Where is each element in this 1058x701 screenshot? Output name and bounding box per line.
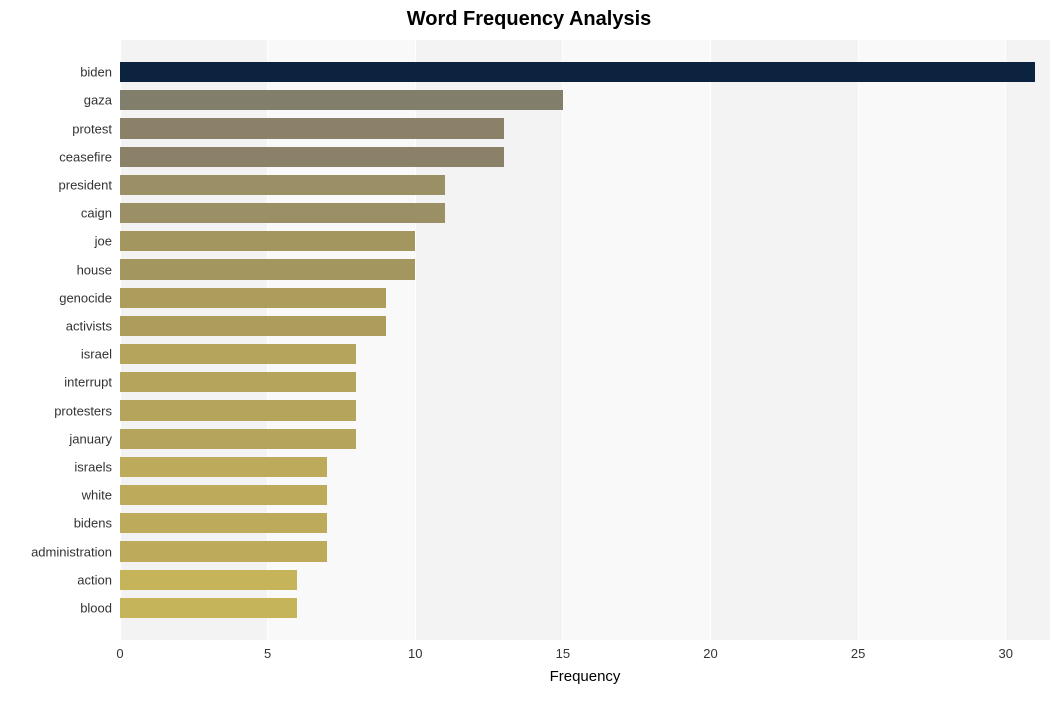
bar (120, 570, 297, 590)
ytick-label: biden (80, 65, 120, 80)
ytick-label: joe (95, 234, 120, 249)
grid-band (563, 40, 711, 640)
grid-band (1006, 40, 1050, 640)
ytick-label: activists (66, 318, 120, 333)
ytick-label: house (77, 262, 120, 277)
bar (120, 259, 415, 279)
chart-title: Word Frequency Analysis (0, 8, 1058, 31)
ytick-label: genocide (59, 290, 120, 305)
xtick-label: 5 (264, 646, 271, 661)
xtick-label: 0 (116, 646, 123, 661)
ytick-label: white (82, 488, 120, 503)
bar (120, 598, 297, 618)
ytick-label: president (59, 177, 120, 192)
chart-container: Word Frequency Analysis bidengazaprotest… (0, 0, 1058, 701)
plot-area: bidengazaprotestceasefirepresidentcaignj… (120, 40, 1050, 640)
bar (120, 147, 504, 167)
bar (120, 316, 386, 336)
ytick-label: israels (74, 459, 120, 474)
ytick-label: interrupt (64, 375, 120, 390)
xtick-label: 10 (408, 646, 422, 661)
gridline (1005, 40, 1006, 640)
bar (120, 344, 356, 364)
ytick-label: gaza (84, 93, 120, 108)
bar (120, 62, 1035, 82)
bar (120, 372, 356, 392)
ytick-label: protest (72, 121, 120, 136)
grid-band (858, 40, 1006, 640)
ytick-label: administration (31, 544, 120, 559)
gridline (710, 40, 711, 640)
gridline (858, 40, 859, 640)
xtick-label: 20 (703, 646, 717, 661)
ytick-label: blood (80, 600, 120, 615)
ytick-label: protesters (54, 403, 120, 418)
bar (120, 175, 445, 195)
ytick-label: bidens (74, 516, 120, 531)
bar (120, 457, 327, 477)
bar (120, 400, 356, 420)
bar (120, 429, 356, 449)
bar (120, 90, 563, 110)
ytick-label: caign (81, 206, 120, 221)
ytick-label: ceasefire (59, 149, 120, 164)
ytick-label: january (69, 431, 120, 446)
ytick-label: israel (81, 347, 120, 362)
xtick-label: 25 (851, 646, 865, 661)
grid-band (710, 40, 858, 640)
xaxis-label: Frequency (550, 668, 621, 685)
bar (120, 541, 327, 561)
ytick-label: action (77, 572, 120, 587)
bar (120, 485, 327, 505)
bar (120, 203, 445, 223)
bar (120, 231, 415, 251)
bar (120, 288, 386, 308)
xtick-label: 15 (556, 646, 570, 661)
bar (120, 513, 327, 533)
bar (120, 118, 504, 138)
xtick-label: 30 (998, 646, 1012, 661)
gridline (562, 40, 563, 640)
